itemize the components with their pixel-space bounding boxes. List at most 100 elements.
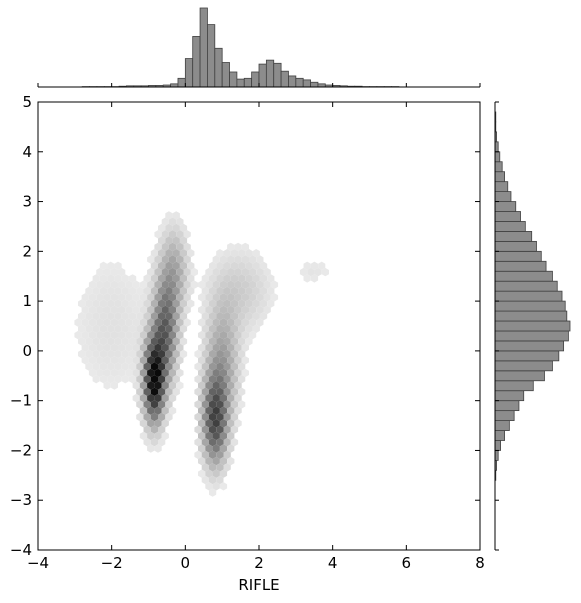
hexbin-cell — [205, 343, 213, 352]
hexbin-cell — [161, 330, 169, 340]
hexbin-cell — [234, 318, 242, 327]
hexbin-cell — [219, 444, 228, 453]
hexbin-cell — [234, 293, 242, 302]
hexbin-cell — [252, 261, 260, 270]
hexbin-cell — [307, 267, 315, 277]
hexbin-cell — [154, 230, 162, 239]
hexbin-cell — [227, 419, 235, 428]
top-hist-bar — [280, 70, 289, 88]
hexbin-cell — [209, 438, 217, 447]
hexbin-cell — [238, 249, 246, 258]
right-hist-bar — [494, 320, 571, 332]
hexbin-cell — [212, 255, 220, 264]
hexbin-cell — [219, 305, 228, 315]
hexbin-cell — [219, 393, 228, 403]
hexbin-cell — [187, 286, 195, 296]
hexbin-cell — [85, 286, 93, 296]
top-hist-bar — [177, 77, 186, 88]
hexbin-cell — [107, 349, 115, 359]
hexbin-cell — [205, 368, 213, 378]
top-hist-bar — [310, 81, 319, 88]
y-tick-label: −3 — [10, 491, 32, 509]
hexbin-cell — [223, 375, 231, 384]
x-tick-label: 4 — [328, 554, 338, 572]
hexbin-cell — [88, 356, 97, 365]
hexbin-cell — [107, 362, 115, 371]
hexbin-cell — [230, 438, 239, 447]
hexbin-cell — [136, 312, 144, 321]
hexbin-cell — [150, 286, 158, 296]
hexbin-cell — [172, 274, 180, 283]
right-hist-bar — [494, 390, 525, 402]
hexbin-cell — [125, 280, 133, 289]
hexbin-cell — [209, 488, 217, 497]
hexbin-cell — [158, 223, 166, 233]
hexbin-cell — [256, 255, 264, 264]
hexbin-cell — [121, 337, 129, 346]
hexbin-cell — [96, 318, 104, 327]
hexbin-cell — [114, 261, 122, 270]
hexbin-cell — [223, 425, 231, 434]
hexbin-cell — [198, 343, 206, 352]
hexbin-cell — [165, 261, 173, 270]
hexbin-cell — [92, 312, 100, 321]
hexbin-cell — [103, 318, 111, 327]
hexbin-cell — [227, 267, 235, 277]
hexbin-cell — [150, 412, 158, 422]
hexbin-cell — [212, 431, 220, 441]
hexbin-cell — [125, 305, 133, 315]
x-tick-label: 0 — [181, 554, 191, 572]
hexbin-cell — [209, 400, 217, 409]
top-hist-bar — [199, 7, 208, 88]
hexbin-cell — [165, 299, 173, 308]
hexbin-cell — [205, 280, 213, 289]
hexbin-cell — [118, 305, 126, 315]
hexbin-cell — [154, 444, 162, 453]
hexbin-cell — [198, 318, 206, 327]
hexbin-cell — [223, 400, 231, 409]
hexbin-cell — [150, 274, 158, 283]
hexbin-cell — [139, 356, 148, 365]
hexbin-cell — [198, 456, 206, 466]
hexbin-cell — [256, 267, 264, 277]
hexbin-cell — [103, 305, 111, 315]
hexbin-cell — [230, 375, 239, 384]
hexbin-cell — [96, 330, 104, 340]
hexbin-cell — [139, 393, 148, 403]
hexbin-cell — [194, 450, 202, 459]
hexbin-cell — [168, 330, 177, 340]
hexbin-cell — [310, 261, 319, 270]
hexbin-cell — [209, 324, 217, 333]
hexbin-cell — [150, 425, 158, 434]
hexbin-cell — [139, 318, 148, 327]
hexbin-cell — [114, 312, 122, 321]
hexbin-cell — [92, 337, 100, 346]
hexbin-cell — [85, 299, 93, 308]
hexbin-cell — [125, 293, 133, 302]
right-marginal-histogram — [494, 101, 571, 551]
hexbin-cell — [230, 249, 239, 258]
hexbin-cell — [219, 318, 228, 327]
hexbin-cell — [270, 280, 279, 289]
hexbin-cell — [187, 299, 195, 308]
hexbin-cell — [234, 330, 242, 340]
hexbin-cell — [154, 368, 162, 378]
hexbin-cell — [194, 375, 202, 384]
hexbin-cell — [176, 305, 184, 315]
hexbin-cell — [201, 312, 209, 321]
hexbin-cell — [110, 280, 118, 289]
hexbin-cell — [158, 337, 166, 346]
hexbin-cell — [176, 230, 184, 239]
right-hist-bar — [494, 290, 563, 302]
hexbin-cell — [165, 387, 173, 396]
hexbin-cell — [234, 242, 242, 252]
hexbin-cell — [241, 280, 249, 289]
hexbin-cell — [139, 280, 148, 289]
hexbin-cell — [241, 242, 249, 252]
hexbin-cell — [223, 249, 231, 258]
hexbin-cell — [81, 318, 89, 327]
hexbin-cell — [227, 280, 235, 289]
hexbin-cell — [158, 387, 166, 396]
hexbin-cell — [114, 375, 122, 384]
hexbin-cell — [136, 400, 144, 409]
